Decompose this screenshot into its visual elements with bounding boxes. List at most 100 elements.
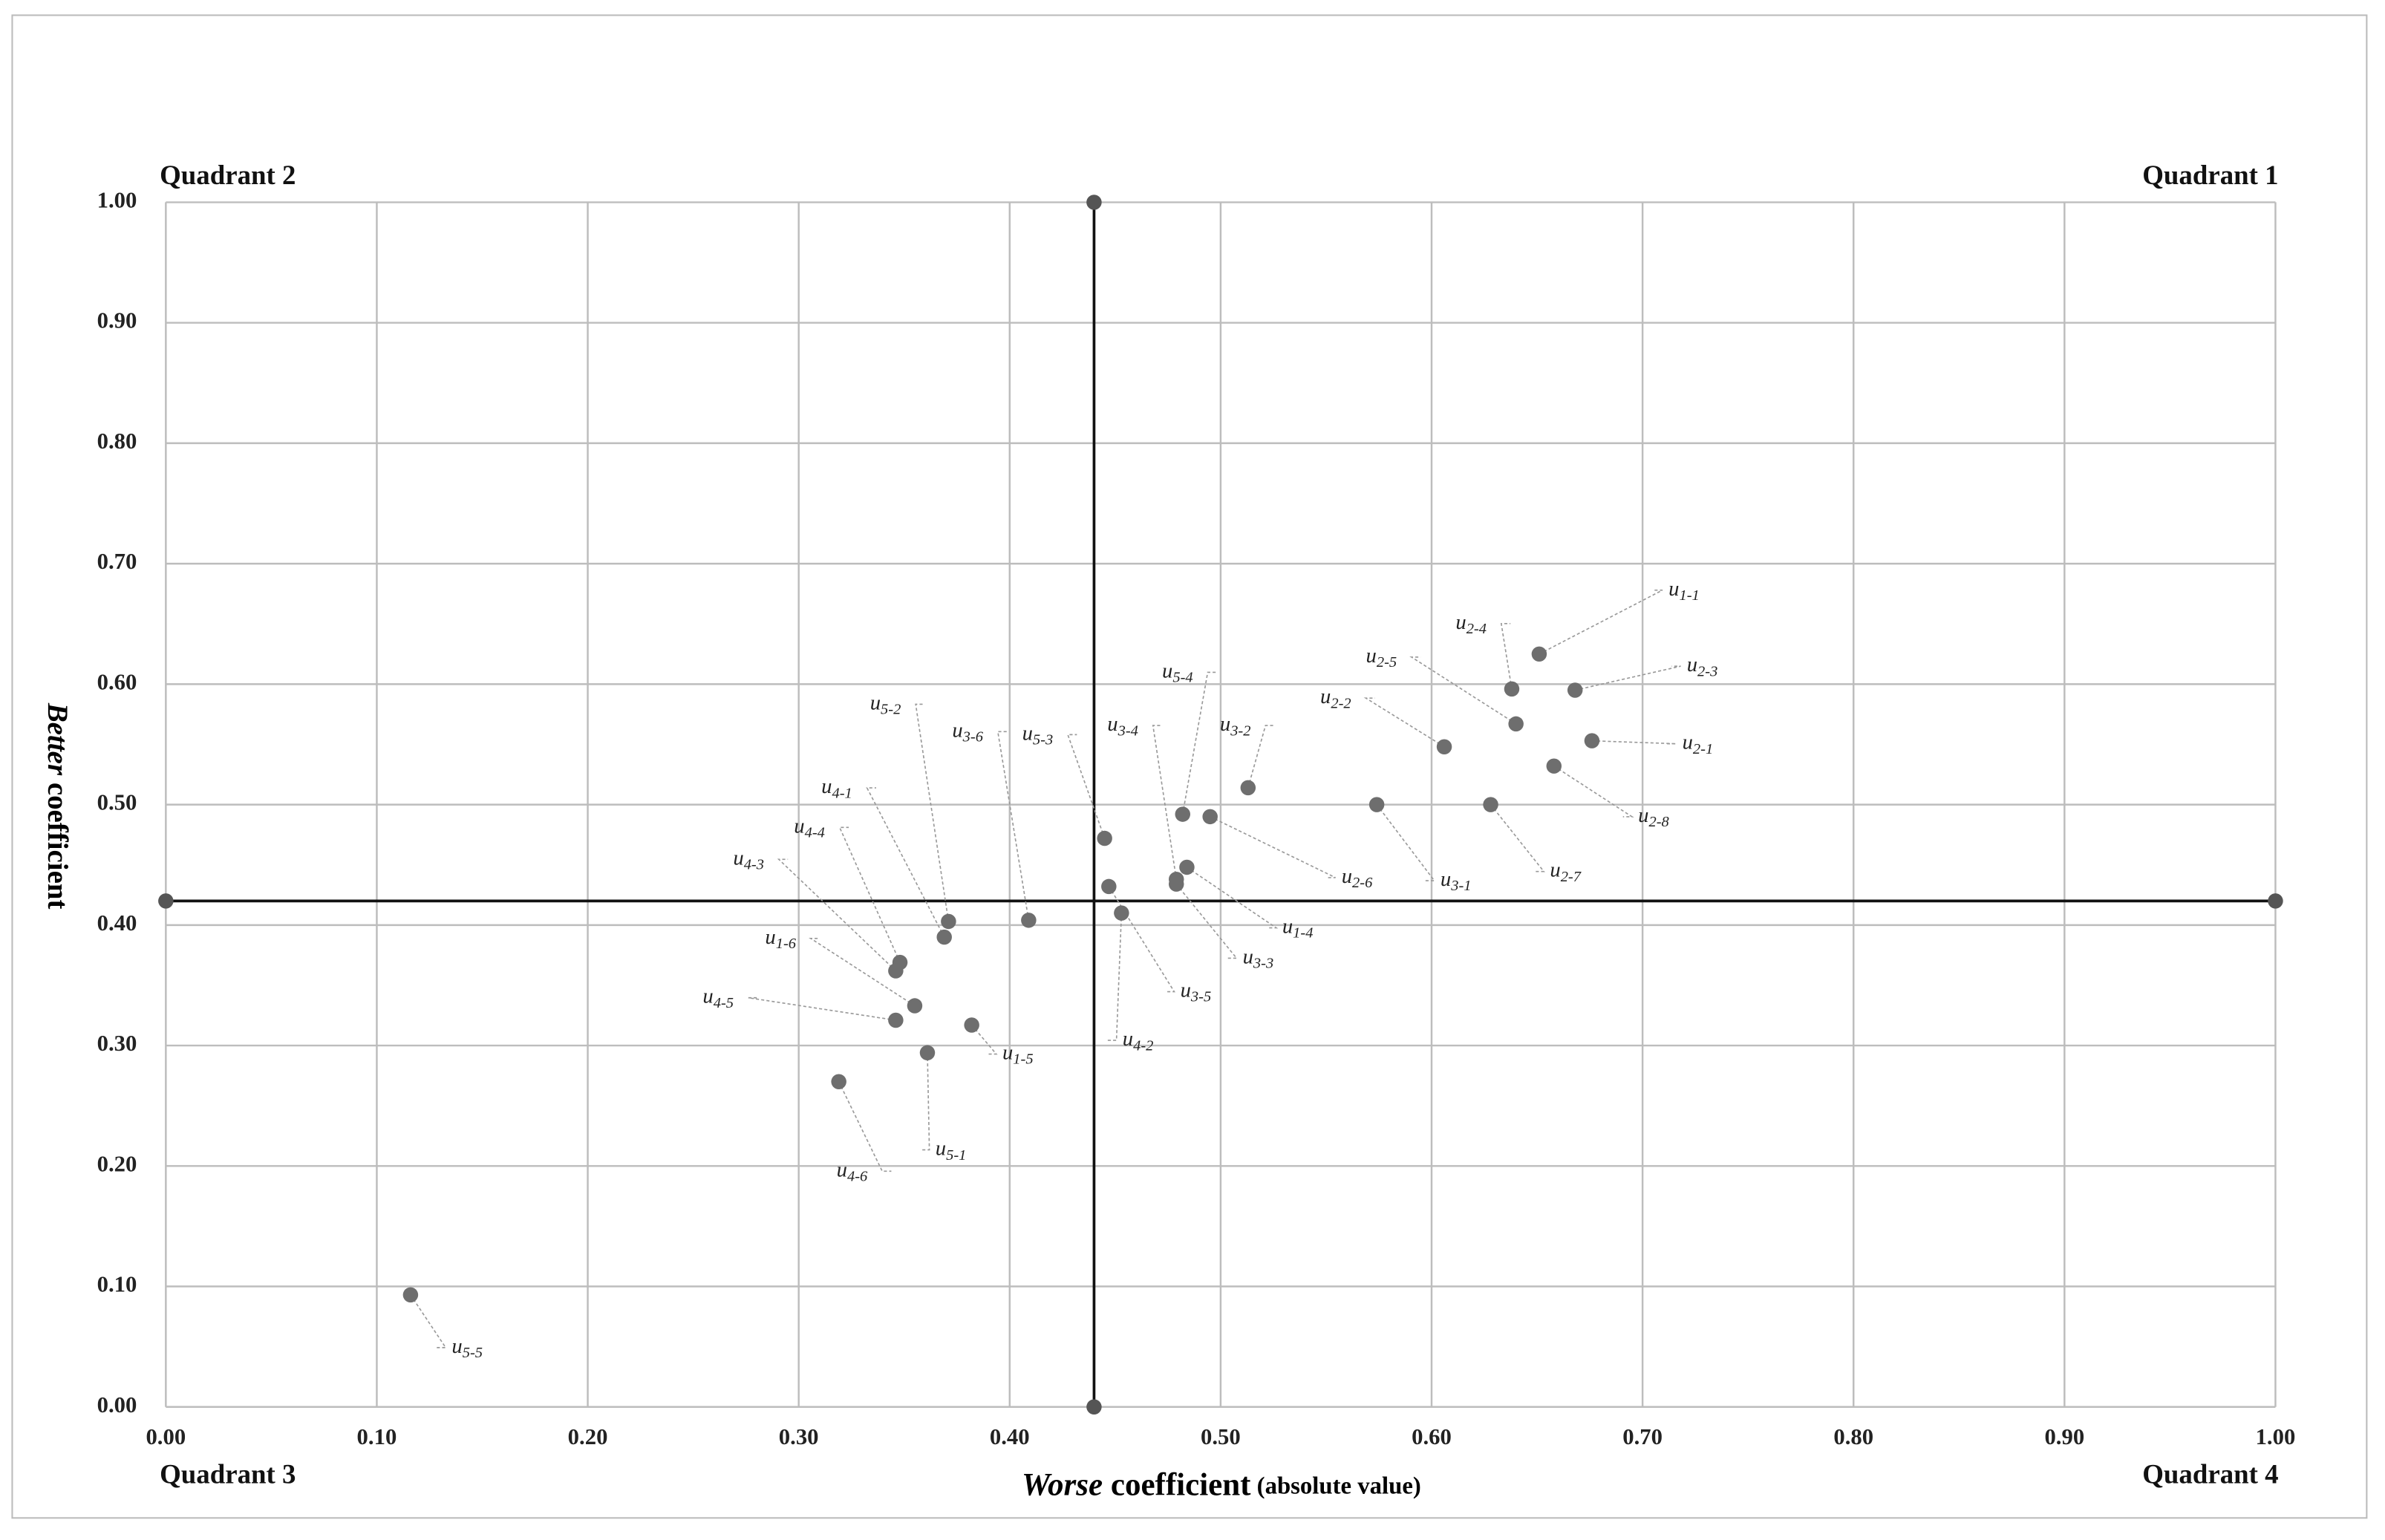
point-label: u2-3 [1687, 653, 1718, 679]
x-axis-title: Worse coefficient (absolute value) [1022, 1467, 1421, 1502]
y-tick-label: 0.90 [97, 308, 137, 333]
point [1097, 830, 1112, 846]
point-label: u3-1 [1441, 867, 1472, 894]
leader-line [809, 938, 916, 1007]
point-label: u3-3 [1243, 944, 1274, 971]
point-label-sub: 1-1 [1679, 587, 1699, 604]
point [919, 1045, 936, 1061]
point-label: u2-8 [1638, 803, 1669, 830]
point [1584, 733, 1600, 748]
point-label-sub: 3-5 [1190, 988, 1211, 1005]
point [964, 1017, 979, 1033]
point-label-sub: 2-8 [1649, 814, 1669, 830]
point-label-sub: 2-6 [1352, 875, 1373, 891]
leader-line [1066, 734, 1106, 839]
leader-line [1553, 765, 1634, 818]
divider-end [1086, 1399, 1102, 1415]
point-label-symbol: u [1441, 867, 1451, 891]
point-label-sub: 5-1 [946, 1146, 966, 1163]
point [1114, 905, 1129, 921]
leader-line [915, 703, 950, 922]
point [1101, 878, 1117, 895]
point-label: u5-3 [1022, 721, 1054, 748]
point-label: u5-1 [936, 1136, 967, 1163]
leader-line [1175, 884, 1239, 959]
x-tick-label: 0.70 [1622, 1424, 1663, 1449]
point-label-sub: 2-7 [1561, 869, 1582, 885]
point-label-sub: 4-2 [1133, 1037, 1153, 1054]
point-label-sub: 4-6 [847, 1168, 868, 1184]
y-tick-label: 0.70 [97, 549, 137, 574]
point-label-symbol: u [1342, 864, 1352, 888]
point [1531, 646, 1547, 662]
point-label: u3-6 [952, 718, 983, 745]
divider-end [2268, 893, 2283, 909]
leader-line [1575, 665, 1681, 691]
x-tick-label: 0.30 [779, 1424, 819, 1449]
y-tick-label: 0.60 [97, 669, 137, 694]
point [1546, 758, 1562, 774]
point [1021, 913, 1037, 928]
point-label-sub: 3-3 [1253, 955, 1273, 971]
point-label: u5-4 [1162, 659, 1193, 685]
point-label-symbol: u [1243, 944, 1253, 968]
x-tick-label: 0.20 [568, 1424, 608, 1449]
point-label-symbol: u [1683, 730, 1693, 754]
point [1508, 716, 1524, 732]
point-label-symbol: u [1123, 1027, 1133, 1051]
point-label-symbol: u [837, 1158, 847, 1181]
point-label: u4-2 [1123, 1027, 1154, 1054]
point-label-sub: 2-4 [1466, 621, 1487, 637]
x-tick-label: 0.10 [357, 1424, 397, 1449]
x-axis-title-rest: coefficient [1103, 1467, 1251, 1502]
leader-line [1363, 697, 1445, 748]
leader-line [1210, 816, 1336, 878]
point [402, 1287, 419, 1303]
x-axis-title-italic: Worse [1022, 1467, 1103, 1502]
x-tick-label: 0.90 [2044, 1424, 2084, 1449]
point-label-sub: 1-5 [1013, 1051, 1033, 1067]
point-label-symbol: u [1107, 712, 1118, 736]
y-tick-label: 0.80 [97, 428, 137, 454]
point-label-symbol: u [733, 846, 743, 869]
y-tick-label: 0.50 [97, 790, 137, 815]
leader-line [1107, 913, 1123, 1041]
divider-end [1086, 195, 1102, 210]
point-label-symbol: u [1282, 914, 1293, 938]
leader-line [1591, 740, 1677, 745]
point-label: u4-6 [837, 1158, 868, 1184]
point [1504, 681, 1520, 697]
x-axis-title-small: (absolute value) [1250, 1472, 1420, 1499]
point-label: u1-1 [1668, 576, 1700, 603]
leader-line [1247, 725, 1275, 789]
leader-line [920, 1052, 930, 1151]
divider-end [158, 893, 174, 909]
quadrant-label: Quadrant 3 [160, 1458, 296, 1489]
x-tick-label: 0.40 [990, 1424, 1030, 1449]
point-label: u1-5 [1002, 1040, 1034, 1067]
point-label: u4-3 [733, 846, 764, 872]
point-label-sub: 5-2 [881, 701, 901, 717]
point-label: u2-2 [1320, 685, 1351, 711]
point-label-symbol: u [702, 984, 713, 1008]
y-tick-label: 0.20 [97, 1151, 137, 1176]
point-label: u1-6 [765, 924, 796, 951]
point-label: u3-2 [1220, 712, 1251, 739]
point-label: u3-4 [1107, 712, 1138, 739]
point-label-sub: 1-6 [776, 936, 797, 952]
y-axis-title-rest: coefficient [42, 775, 74, 909]
point-label-symbol: u [1550, 858, 1560, 881]
leader-line [1409, 656, 1517, 725]
point [888, 963, 904, 979]
y-tick-label: 0.30 [97, 1031, 137, 1056]
point-label: u2-6 [1342, 864, 1373, 891]
point-label-symbol: u [1668, 576, 1679, 600]
point-label-symbol: u [1002, 1040, 1013, 1064]
point [936, 929, 952, 945]
point-label-symbol: u [1181, 978, 1191, 1002]
point-label-symbol: u [1320, 685, 1331, 708]
point-label-symbol: u [1022, 721, 1033, 745]
quadrant-label: Quadrant 1 [2142, 160, 2278, 190]
point-label-sub: 3-4 [1118, 722, 1138, 739]
